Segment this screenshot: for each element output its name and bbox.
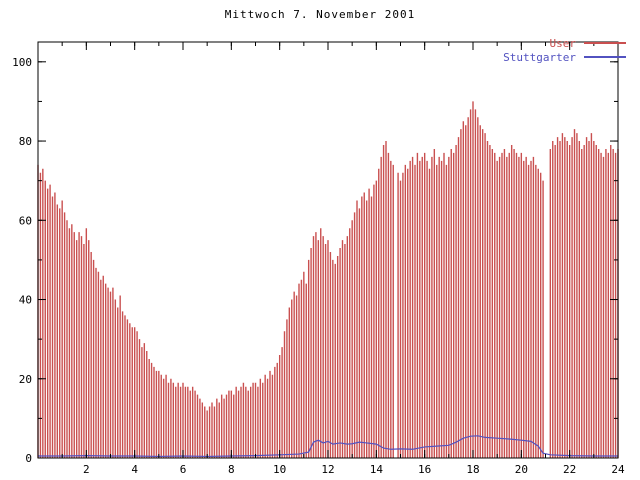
- legend-label-user: User: [549, 36, 577, 50]
- x-tick-label: 4: [131, 463, 138, 476]
- x-tick-label: 10: [273, 463, 286, 476]
- y-tick-label: 100: [12, 56, 32, 69]
- x-tick-label: 14: [370, 463, 384, 476]
- legend-label-stuttgarter: Stuttgarter: [503, 50, 576, 64]
- chart-title: Mittwoch 7. November 2001: [224, 8, 416, 21]
- x-tick-label: 2: [83, 463, 90, 476]
- chart-legend: User Stuttgarter: [503, 36, 626, 64]
- y-tick-label: 0: [25, 452, 32, 465]
- x-tick-label: 20: [515, 463, 528, 476]
- y-tick-label: 40: [19, 294, 32, 307]
- x-tick-label: 22: [563, 463, 576, 476]
- y-tick-label: 20: [19, 373, 32, 386]
- y-tick-label: 60: [19, 214, 32, 227]
- series-stuttgarter-line: [38, 435, 618, 458]
- series-user-impulses: [37, 101, 619, 458]
- legend-line-sample-user: [584, 42, 626, 44]
- x-tick-label: 12: [321, 463, 334, 476]
- legend-line-sample-stuttgarter: [584, 56, 626, 58]
- x-tick-label: 24: [611, 463, 625, 476]
- y-tick-label: 80: [19, 135, 32, 148]
- legend-entry-stuttgarter: Stuttgarter: [503, 50, 626, 64]
- x-tick-label: 16: [418, 463, 431, 476]
- legend-entry-user: User: [503, 36, 626, 50]
- x-tick-label: 18: [466, 463, 479, 476]
- x-tick-label: 6: [180, 463, 187, 476]
- x-tick-label: 8: [228, 463, 235, 476]
